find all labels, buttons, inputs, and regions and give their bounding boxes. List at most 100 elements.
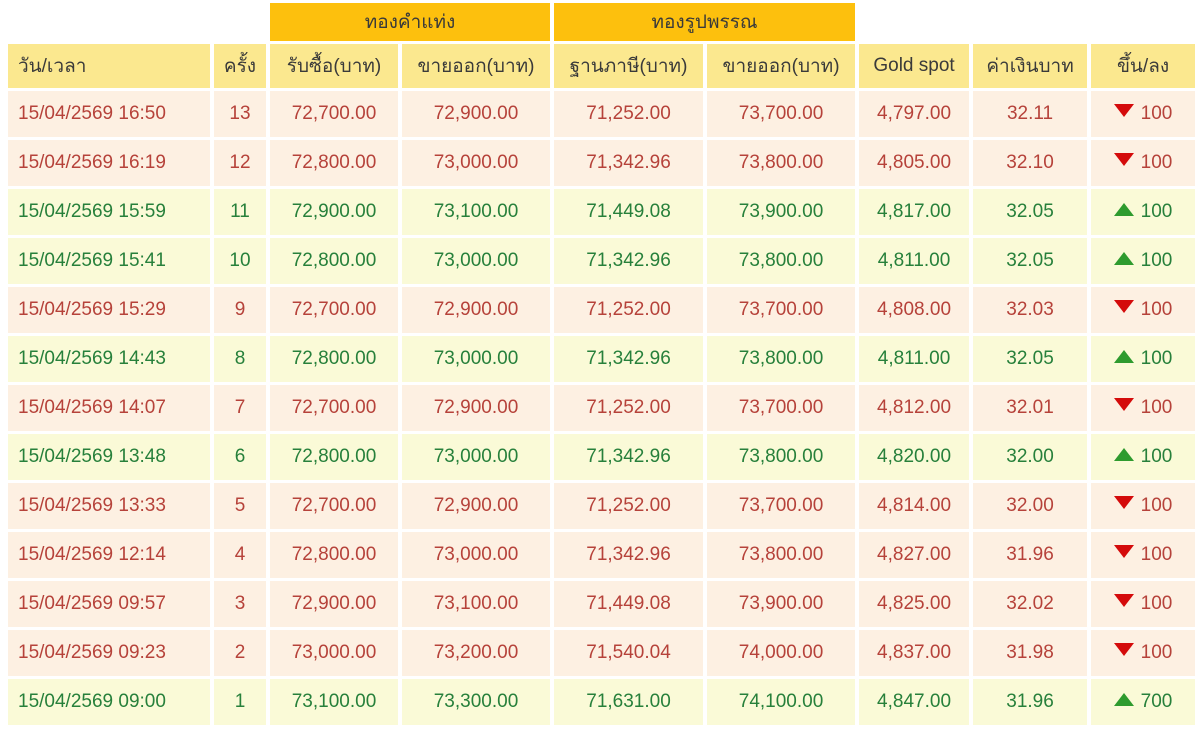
cell-jewelry-sell: 73,800.00 (707, 434, 856, 480)
change-value: 700 (1140, 691, 1173, 712)
cell-bar-buy: 72,900.00 (270, 189, 398, 235)
cell-bar-buy: 73,000.00 (270, 630, 398, 676)
cell-baht: 31.96 (973, 532, 1088, 578)
cell-jewelry-sell: 73,800.00 (707, 532, 856, 578)
cell-round: 3 (214, 581, 266, 627)
change-value: 100 (1140, 495, 1173, 516)
up-arrow-icon (1113, 252, 1134, 265)
up-arrow-icon (1113, 203, 1134, 216)
cell-change: 100 (1091, 189, 1196, 235)
change-value: 100 (1140, 348, 1173, 369)
cell-bar-buy: 72,900.00 (270, 581, 398, 627)
cell-change: 100 (1091, 483, 1196, 529)
cell-jewelry-sell: 73,800.00 (707, 140, 856, 186)
cell-datetime: 15/04/2569 13:48 (8, 434, 210, 480)
down-arrow-icon (1113, 545, 1134, 558)
cell-datetime: 15/04/2569 12:14 (8, 532, 210, 578)
cell-gold-spot: 4,817.00 (859, 189, 970, 235)
cell-datetime: 15/04/2569 14:43 (8, 336, 210, 382)
cell-tax-base: 71,252.00 (554, 91, 704, 137)
cell-change: 100 (1091, 336, 1196, 382)
up-arrow-icon (1113, 350, 1134, 363)
cell-jewelry-sell: 73,700.00 (707, 483, 856, 529)
cell-bar-buy: 72,700.00 (270, 91, 398, 137)
cell-change: 100 (1091, 287, 1196, 333)
cell-bar-sell: 72,900.00 (402, 385, 551, 431)
table-row: 15/04/2569 09:23 2 73,000.00 73,200.00 71,54… (8, 630, 1196, 676)
group-header-spacer-left (8, 3, 266, 41)
table-row: 15/04/2569 14:07 7 72,700.00 72,900.00 71,25… (8, 385, 1196, 431)
cell-datetime: 15/04/2569 09:23 (8, 630, 210, 676)
cell-baht: 32.02 (973, 581, 1088, 627)
cell-bar-sell: 73,100.00 (402, 581, 551, 627)
cell-baht: 32.00 (973, 434, 1088, 480)
table-row: 15/04/2569 09:57 3 72,900.00 73,100.00 71,44… (8, 581, 1196, 627)
cell-gold-spot: 4,820.00 (859, 434, 970, 480)
cell-datetime: 15/04/2569 13:33 (8, 483, 210, 529)
change-value: 100 (1140, 201, 1173, 222)
table-row: 15/04/2569 13:33 5 72,700.00 72,900.00 71,25… (8, 483, 1196, 529)
cell-baht: 32.10 (973, 140, 1088, 186)
cell-round: 7 (214, 385, 266, 431)
cell-bar-buy: 72,800.00 (270, 434, 398, 480)
cell-bar-sell: 73,100.00 (402, 189, 551, 235)
cell-change: 100 (1091, 581, 1196, 627)
change-value: 100 (1140, 446, 1173, 467)
cell-bar-sell: 73,000.00 (402, 336, 551, 382)
cell-round: 13 (214, 91, 266, 137)
cell-jewelry-sell: 73,700.00 (707, 91, 856, 137)
up-arrow-icon (1113, 693, 1134, 706)
cell-change: 700 (1091, 679, 1196, 725)
up-arrow-icon (1113, 448, 1134, 461)
change-value: 100 (1140, 544, 1173, 565)
cell-gold-spot: 4,837.00 (859, 630, 970, 676)
group-header-gold-jewelry: ทองรูปพรรณ (554, 3, 856, 41)
cell-bar-buy: 72,700.00 (270, 385, 398, 431)
down-arrow-icon (1113, 496, 1134, 509)
column-header-jewelry-sell: ขายออก(บาท) (707, 44, 856, 88)
cell-round: 12 (214, 140, 266, 186)
cell-jewelry-sell: 73,900.00 (707, 189, 856, 235)
table-row: 15/04/2569 16:50 13 72,700.00 72,900.00 71,2… (8, 91, 1196, 137)
cell-round: 4 (214, 532, 266, 578)
cell-datetime: 15/04/2569 15:59 (8, 189, 210, 235)
cell-jewelry-sell: 74,100.00 (707, 679, 856, 725)
group-header-spacer-right (859, 3, 1195, 41)
group-header-row: ทองคำแท่ง ทองรูปพรรณ (8, 3, 1195, 41)
down-arrow-icon (1113, 643, 1134, 656)
cell-bar-buy: 72,700.00 (270, 287, 398, 333)
price-table-body: 15/04/2569 16:50 13 72,700.00 72,900.00 71,2… (8, 91, 1196, 725)
change-value: 100 (1140, 593, 1173, 614)
change-value: 100 (1140, 250, 1173, 271)
cell-bar-buy: 72,700.00 (270, 483, 398, 529)
cell-bar-sell: 72,900.00 (402, 287, 551, 333)
cell-bar-buy: 72,800.00 (270, 238, 398, 284)
cell-baht: 32.05 (973, 336, 1088, 382)
cell-gold-spot: 4,827.00 (859, 532, 970, 578)
column-header-row: วัน/เวลา ครั้ง รับซื้อ(บาท) ขายออก(บาท) … (8, 44, 1196, 88)
down-arrow-icon (1113, 300, 1134, 313)
cell-gold-spot: 4,805.00 (859, 140, 970, 186)
cell-bar-sell: 73,200.00 (402, 630, 551, 676)
column-header-baht-rate: ค่าเงินบาท (973, 44, 1088, 88)
down-arrow-icon (1113, 594, 1134, 607)
gold-price-table: ทองคำแท่ง ทองรูปพรรณ วัน/เวลา ครั้ง รับซ… (4, 0, 1199, 728)
cell-round: 10 (214, 238, 266, 284)
cell-jewelry-sell: 73,900.00 (707, 581, 856, 627)
table-row: 15/04/2569 09:00 1 73,100.00 73,300.00 71,63… (8, 679, 1196, 725)
cell-jewelry-sell: 74,000.00 (707, 630, 856, 676)
cell-gold-spot: 4,812.00 (859, 385, 970, 431)
cell-bar-sell: 73,000.00 (402, 140, 551, 186)
cell-baht: 31.96 (973, 679, 1088, 725)
cell-gold-spot: 4,811.00 (859, 336, 970, 382)
cell-bar-sell: 73,000.00 (402, 434, 551, 480)
column-header-round: ครั้ง (214, 44, 266, 88)
table-row: 15/04/2569 12:14 4 72,800.00 73,000.00 71,34… (8, 532, 1196, 578)
cell-bar-sell: 73,000.00 (402, 532, 551, 578)
cell-jewelry-sell: 73,800.00 (707, 336, 856, 382)
cell-tax-base: 71,631.00 (554, 679, 704, 725)
cell-bar-sell: 72,900.00 (402, 91, 551, 137)
table-row: 15/04/2569 14:43 8 72,800.00 73,000.00 71,34… (8, 336, 1196, 382)
down-arrow-icon (1113, 398, 1134, 411)
cell-round: 1 (214, 679, 266, 725)
